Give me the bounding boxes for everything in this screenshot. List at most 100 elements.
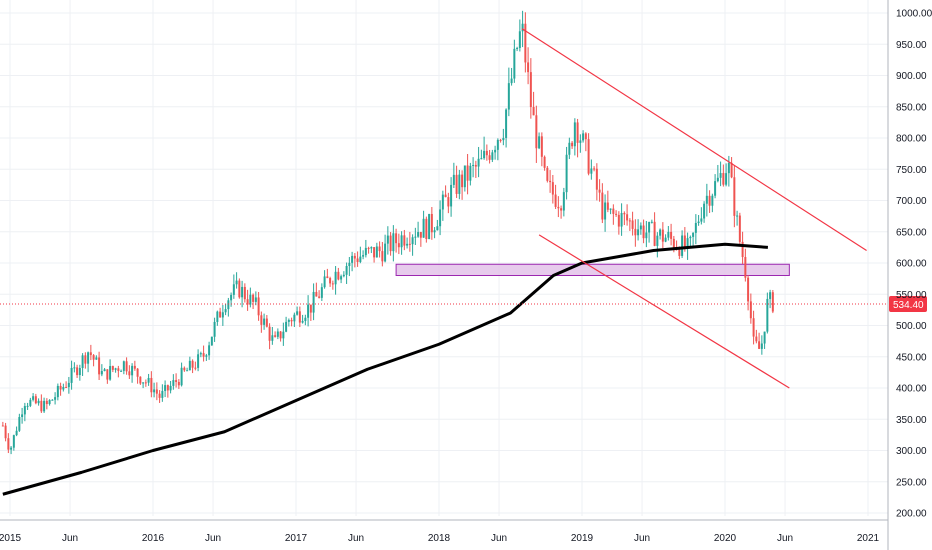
- trendlines: [521, 28, 867, 389]
- candle-body: [304, 317, 307, 321]
- x-tick-label: Jun: [62, 533, 78, 544]
- candle-body: [683, 235, 686, 249]
- candle-body: [208, 345, 211, 356]
- candle-body: [252, 294, 255, 302]
- candle-body: [87, 352, 90, 364]
- candle-body: [32, 396, 35, 400]
- y-tick-label: 500.00: [896, 321, 927, 332]
- candle-body: [92, 355, 95, 360]
- candle-body: [329, 278, 332, 284]
- candle-body: [326, 276, 329, 279]
- candle-body: [609, 208, 612, 210]
- candle-body: [169, 385, 172, 391]
- candle-body: [95, 357, 98, 360]
- candle-body: [254, 297, 257, 302]
- candle-body: [529, 72, 532, 108]
- candle-body: [714, 181, 717, 196]
- candle-body: [378, 246, 381, 252]
- y-tick-label: 200.00: [896, 509, 927, 520]
- candle-body: [645, 232, 648, 239]
- candle-body: [12, 435, 15, 448]
- candle-body: [496, 139, 499, 150]
- candle-body: [392, 233, 395, 252]
- x-tick-label: 2015: [0, 533, 22, 544]
- candle-body: [62, 386, 65, 390]
- candle-body: [604, 202, 607, 220]
- candle-body: [568, 142, 571, 155]
- candle-body: [188, 360, 191, 371]
- candle-body: [67, 382, 70, 388]
- candle-body: [166, 385, 169, 391]
- candle-body: [373, 247, 376, 258]
- candle-body: [653, 221, 656, 246]
- candle-body: [342, 274, 345, 277]
- candle-body: [617, 214, 620, 227]
- candle-body: [381, 251, 384, 262]
- candle-body: [623, 213, 626, 215]
- candle-body: [557, 206, 560, 209]
- candle-body: [686, 238, 689, 249]
- candle-body: [18, 417, 21, 431]
- candle-body: [10, 447, 13, 450]
- candle-body: [741, 241, 744, 258]
- x-tick-label: Jun: [491, 533, 507, 544]
- candle-body: [307, 304, 310, 318]
- candle-body: [554, 194, 557, 207]
- candle-body: [279, 331, 282, 339]
- candle-body: [403, 235, 406, 246]
- candle-body: [708, 195, 711, 206]
- candle-body: [224, 309, 227, 313]
- candle-body: [144, 382, 147, 384]
- candle-body: [133, 365, 136, 369]
- candle-body: [752, 318, 755, 337]
- candle-body: [672, 238, 675, 248]
- candle-body: [584, 133, 587, 140]
- candle-body: [615, 213, 618, 215]
- candle-body: [494, 149, 497, 153]
- candle-body: [65, 386, 68, 388]
- candle-body: [697, 221, 700, 223]
- candle-body: [73, 367, 76, 369]
- candle-body: [582, 133, 585, 141]
- candle-body: [408, 243, 411, 245]
- candle-body: [334, 271, 337, 285]
- x-tick-label: Jun: [205, 533, 221, 544]
- candle-body: [238, 280, 241, 298]
- y-tick-label: 600.00: [896, 259, 927, 270]
- y-tick-label: 350.00: [896, 415, 927, 426]
- candle-body: [664, 237, 667, 242]
- candle-body: [202, 353, 205, 357]
- candle-body: [205, 355, 208, 357]
- x-tick-label: Jun: [777, 533, 793, 544]
- candle-body: [758, 341, 761, 349]
- candle-body: [692, 232, 695, 237]
- candle-body: [197, 354, 200, 368]
- candle-body: [483, 150, 486, 159]
- y-tick-label: 250.00: [896, 477, 927, 488]
- candle-body: [499, 139, 502, 141]
- candle-body: [194, 367, 197, 369]
- candle-body: [4, 425, 7, 439]
- candle-body: [488, 155, 491, 160]
- candle-body: [527, 62, 530, 73]
- candle-body: [444, 194, 447, 198]
- candle-body: [540, 136, 543, 157]
- candle-body: [51, 399, 54, 401]
- candle-body: [56, 385, 59, 398]
- candle-body: [485, 150, 488, 156]
- candle-body: [430, 213, 433, 233]
- moving-average-line: [2, 242, 769, 496]
- candle-body: [37, 400, 40, 404]
- candle-body: [142, 382, 145, 384]
- x-tick-label: Jun: [634, 533, 650, 544]
- candle-body: [227, 300, 230, 310]
- candle-body: [532, 107, 535, 116]
- candle-body: [744, 257, 747, 278]
- y-tick-label: 1000.00: [896, 9, 932, 20]
- candle-body: [268, 326, 271, 341]
- candle-body: [524, 23, 527, 63]
- candle-body: [362, 255, 365, 257]
- candle-body: [521, 23, 524, 32]
- candle-body: [414, 236, 417, 238]
